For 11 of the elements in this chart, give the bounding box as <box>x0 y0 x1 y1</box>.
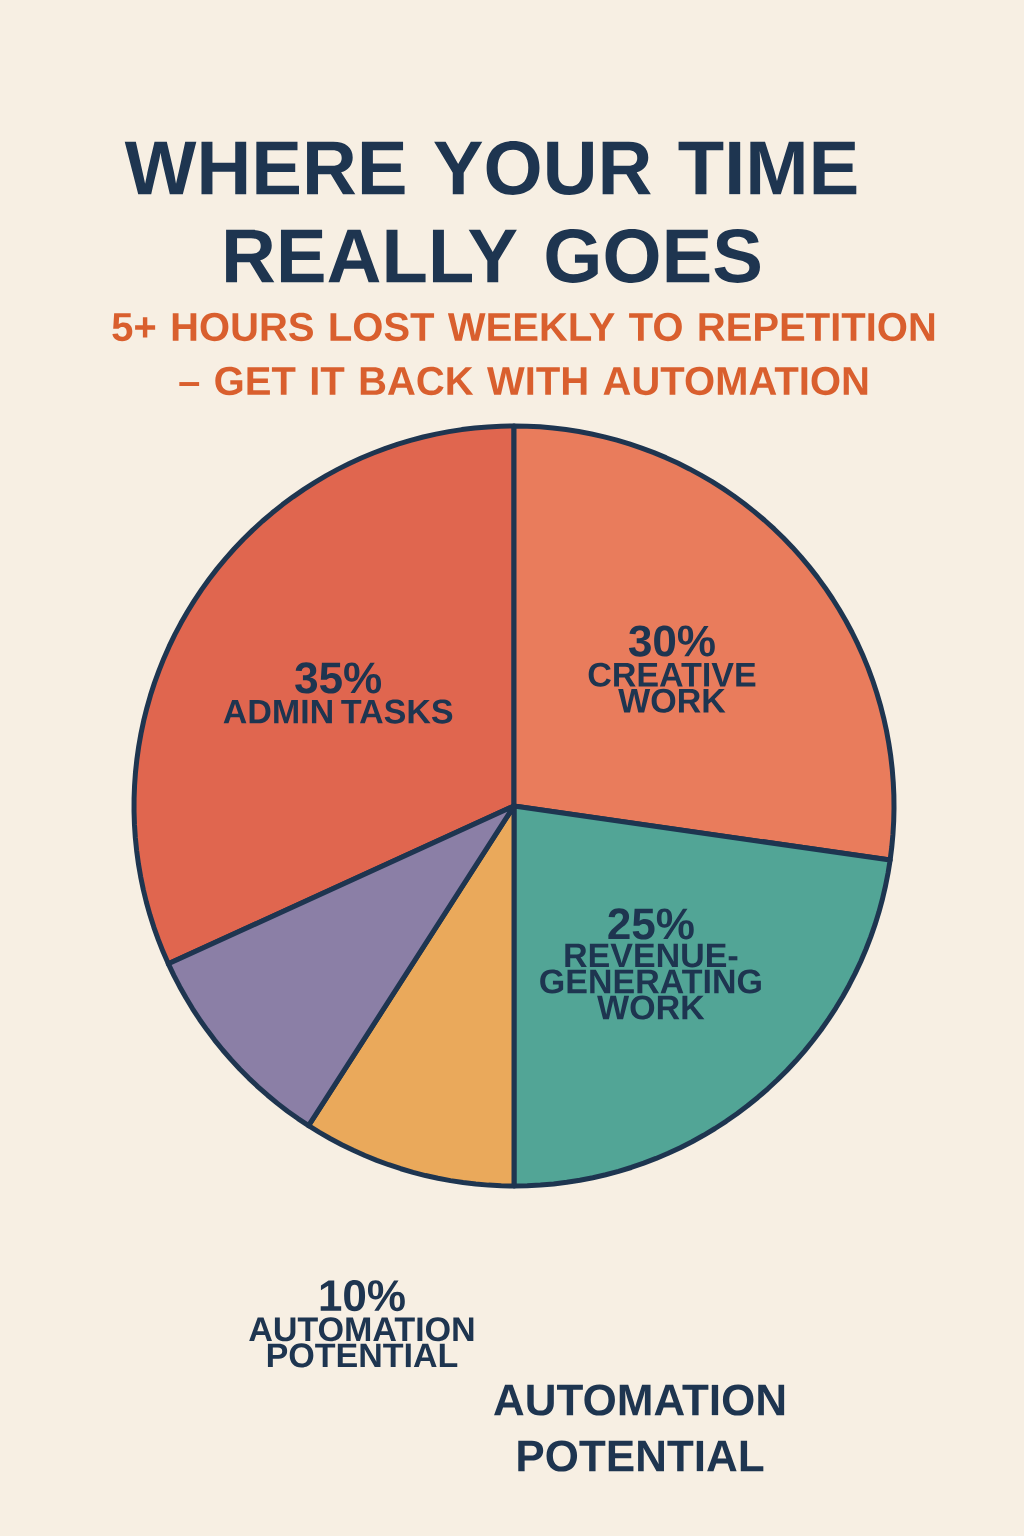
data-label: 35% <box>295 662 382 694</box>
slice-label: AUTOMATION POTENTIAL <box>249 1317 474 1368</box>
data-label: 10% <box>320 1280 405 1312</box>
slice-label: ADMIN TASKS <box>223 699 453 724</box>
chart-title: WHERE YOUR TIME REALLY GOES <box>124 141 857 283</box>
slice-label: REVENUE-GENERATING WORK <box>540 943 761 1020</box>
data-label: 30% <box>628 625 715 657</box>
slice-label: CREATIVE WORK <box>588 662 756 713</box>
text: AUTOMATION POTENTIAL <box>494 1384 785 1472</box>
data-label: 25% <box>608 908 694 940</box>
chart-subtitle: 5+ HOURS LOST WEEKLY TO REPETITION – GET IT BACK WITH AUTOMATION <box>112 312 935 396</box>
